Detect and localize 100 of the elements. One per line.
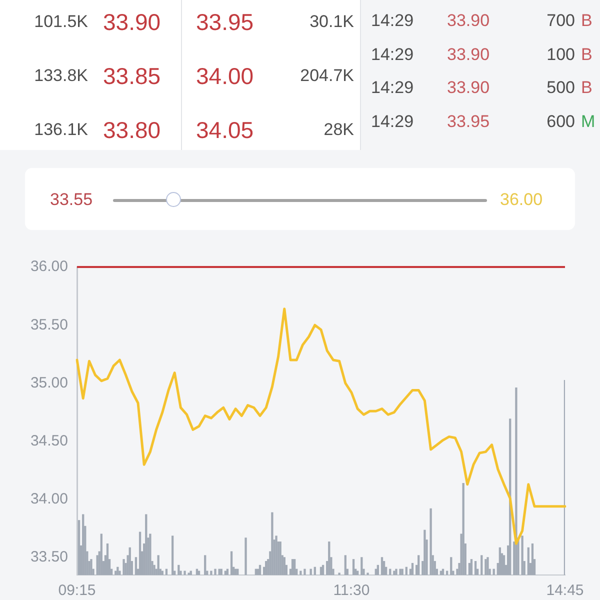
text: 101.5K: [34, 12, 88, 32]
text: 33.90: [447, 11, 490, 31]
y-tick-label: 35.50: [30, 316, 68, 334]
bar: [405, 566, 408, 575]
y-tick-label: 35.00: [30, 374, 68, 392]
bar: [230, 551, 233, 575]
y-tick-label: 36.00: [30, 258, 68, 276]
bar: [145, 514, 148, 575]
text: 133.8K: [34, 66, 88, 86]
text: 33.95: [196, 8, 254, 36]
bar: [480, 555, 483, 575]
bar: [100, 534, 102, 575]
y-tick-label: 34.00: [30, 490, 68, 508]
bar: [401, 568, 404, 575]
bar: [531, 543, 534, 575]
bar: [382, 561, 386, 575]
bar: [418, 555, 420, 575]
bar: [82, 514, 84, 575]
text: 33.90: [447, 78, 490, 98]
bar: [214, 568, 216, 575]
text: B: [581, 78, 592, 98]
bar: [254, 568, 258, 575]
bar: [244, 538, 247, 575]
bar: [78, 520, 80, 575]
bar: [424, 530, 426, 575]
bar: [320, 566, 322, 575]
bar: [96, 555, 98, 575]
bar: [498, 547, 502, 575]
bar: [304, 568, 306, 575]
bar: [293, 559, 296, 575]
bar: [470, 559, 473, 575]
bar: [291, 559, 294, 575]
bar: [521, 536, 524, 575]
text: B: [581, 45, 592, 65]
bar: [90, 559, 92, 575]
bar: [462, 483, 464, 575]
bar: [256, 568, 260, 575]
text: 28K: [324, 120, 354, 140]
text: 14:29: [371, 112, 414, 132]
bar: [380, 557, 384, 575]
bar: [157, 555, 160, 575]
text: 700: [546, 11, 575, 31]
bar: [430, 508, 432, 575]
x-tick-label: 09:15: [58, 582, 96, 600]
bar: [322, 564, 324, 575]
text: 500: [546, 78, 575, 98]
text: 33.90: [447, 45, 490, 65]
text: 100: [546, 45, 575, 65]
bar: [492, 568, 495, 575]
bar: [234, 568, 237, 575]
bar: [116, 566, 119, 575]
x-tick-label: 14:45: [546, 582, 584, 600]
bar: [184, 570, 186, 575]
bar: [149, 534, 152, 575]
text: 204.7K: [300, 66, 354, 86]
text: 600: [546, 112, 575, 132]
text: 34.00: [196, 62, 254, 90]
bar: [122, 559, 125, 575]
bar: [474, 561, 477, 575]
text: 14:29: [371, 11, 414, 31]
bar: [171, 536, 174, 575]
bar: [128, 547, 131, 575]
text: 136.1K: [34, 120, 88, 140]
text: 30.1K: [310, 12, 354, 32]
text: M: [581, 112, 596, 132]
bar: [258, 564, 262, 575]
bar: [165, 568, 168, 575]
bar: [220, 568, 222, 575]
text: 33.85: [103, 62, 161, 90]
bar: [344, 555, 346, 575]
bar: [374, 568, 377, 575]
bar: [515, 387, 518, 575]
y-tick-label: 33.50: [30, 548, 68, 566]
bar: [399, 568, 402, 575]
bar: [310, 568, 312, 575]
text: 14:29: [371, 45, 414, 65]
bar: [360, 557, 363, 575]
bar: [138, 532, 142, 575]
bar: [389, 568, 392, 575]
bar: [411, 562, 414, 575]
bar: [352, 559, 355, 575]
x-tick-label: 11:30: [333, 582, 370, 600]
y-tick-label: 34.50: [30, 432, 68, 450]
bar: [376, 564, 380, 575]
bar: [134, 557, 138, 575]
text: B: [581, 11, 592, 31]
bar: [236, 568, 239, 575]
bar: [153, 564, 156, 575]
bar: [204, 555, 206, 575]
text: 33.95: [447, 112, 490, 132]
bar: [106, 543, 109, 575]
bar: [328, 542, 330, 575]
bar: [486, 557, 489, 575]
text: 33.90: [103, 8, 161, 36]
bar: [314, 566, 316, 575]
text: 33.80: [103, 116, 161, 144]
bar: [271, 512, 274, 575]
text: 36.00: [500, 190, 543, 210]
bar: [450, 557, 452, 575]
text: 33.55: [50, 190, 93, 210]
